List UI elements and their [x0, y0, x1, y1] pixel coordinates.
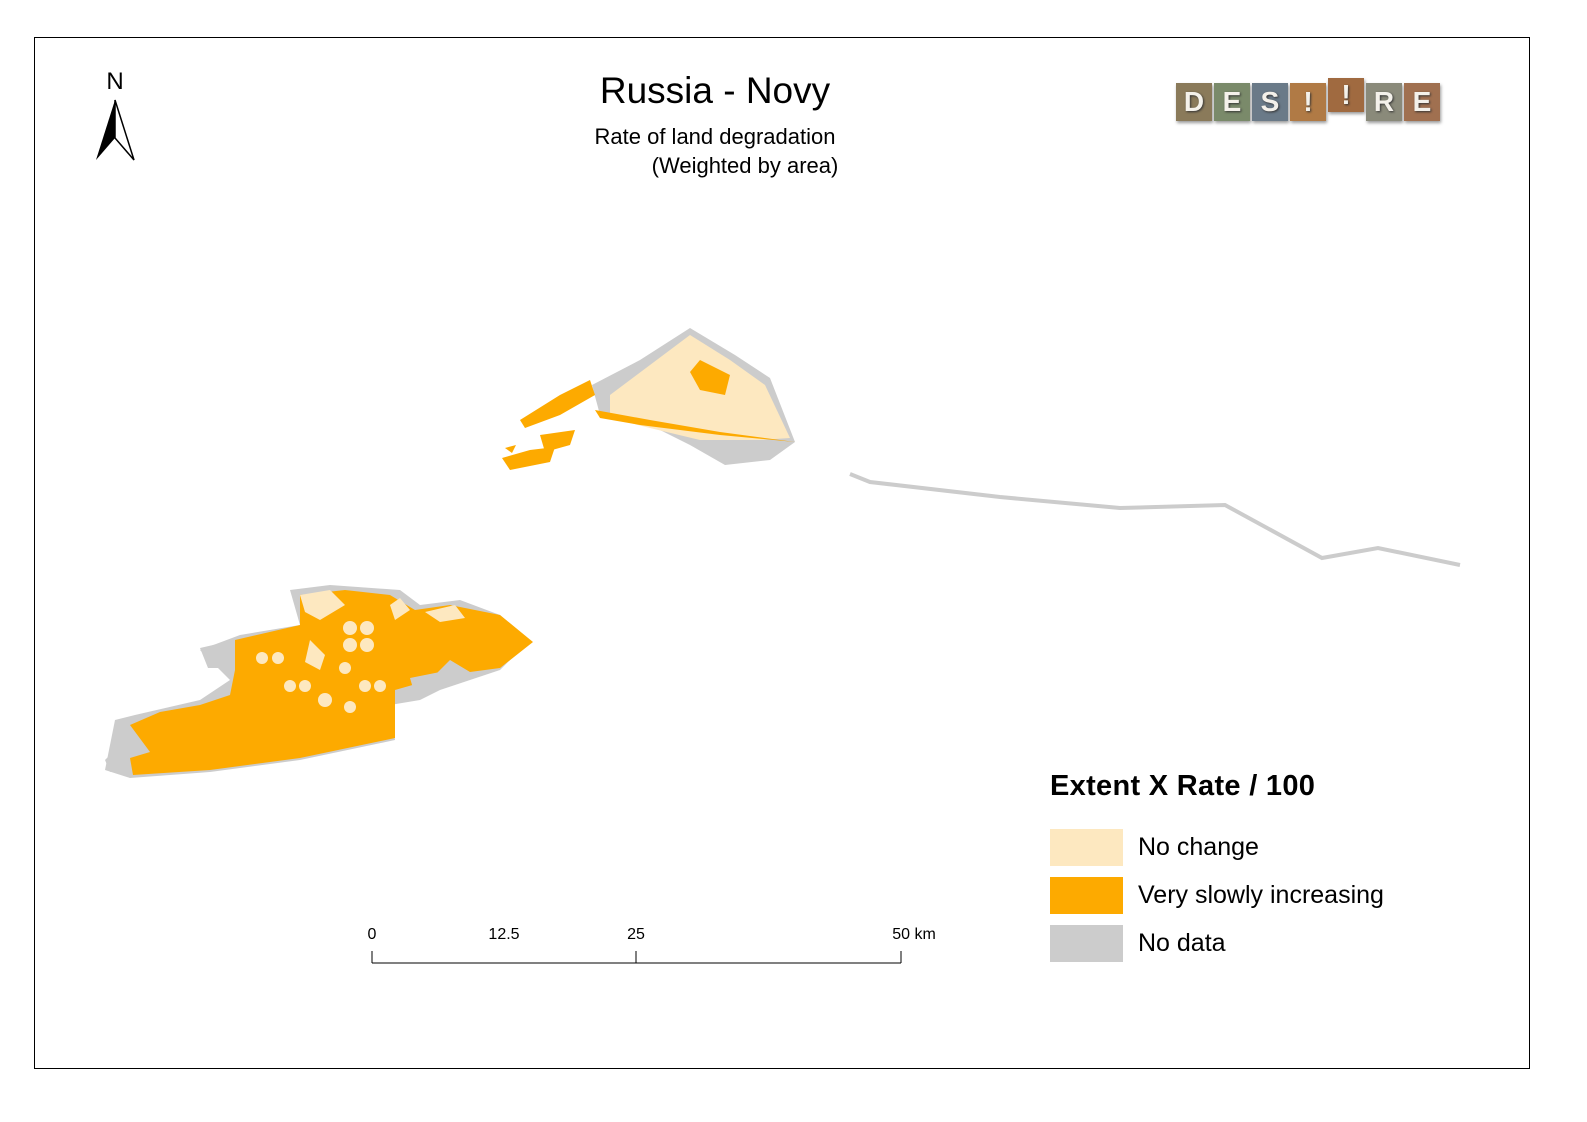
scale-bar-line [371, 951, 902, 964]
legend-label: No change [1138, 832, 1259, 861]
scale-tick-label: 12.5 [488, 926, 520, 943]
north-arrow-label: N [106, 68, 124, 95]
scale-tick-label: 50 km [892, 926, 936, 943]
region-no-change [425, 605, 465, 622]
legend-swatch [1050, 828, 1123, 866]
legend-label: No data [1138, 928, 1226, 957]
northern-area [502, 328, 795, 470]
scale-tick-label: 0 [367, 926, 377, 943]
region-very-slowly-increasing [690, 360, 730, 395]
logo-tile: E [1214, 83, 1250, 121]
logo-tile: ! [1328, 78, 1364, 112]
logo-tile: S [1252, 83, 1288, 121]
region-no-data [200, 640, 235, 668]
legend-title: Extent X Rate / 100 [1050, 770, 1316, 802]
southern-area [105, 585, 533, 778]
legend-item-no-data: No data [1050, 919, 1384, 967]
river-line [849, 472, 1461, 567]
legend-swatch [1050, 924, 1123, 962]
logo-tile: R [1366, 83, 1402, 121]
logo-tile: ! [1290, 83, 1326, 121]
map-subtitle: Rate of land degradation [594, 124, 836, 149]
region-no-change [300, 590, 345, 620]
north-arrow-icon [96, 99, 135, 161]
pivot-circles [256, 621, 386, 713]
legend-item-very-slowly-increasing: Very slowly increasing [1050, 871, 1384, 919]
desire-logo: D E S ! ! R E [1176, 78, 1440, 126]
map-subtitle-weighting: (Weighted by area) [651, 153, 839, 178]
region-no-change [390, 598, 410, 620]
scale-tick-label: 25 [627, 926, 645, 943]
region-very-slowly-increasing [130, 590, 533, 775]
scale-bar: 0 12.5 25 50 km [360, 920, 960, 980]
legend: Extent X Rate / 100 No change Very slowl… [1050, 770, 1384, 967]
region-no-data [105, 745, 128, 772]
region-very-slowly-increasing [540, 430, 575, 452]
north-arrow: N [92, 68, 142, 168]
region-very-slowly-increasing [502, 447, 555, 470]
region-no-data [410, 672, 440, 695]
region-no-change [305, 640, 325, 670]
map-frame [34, 37, 1530, 1069]
legend-label: Very slowly increasing [1138, 880, 1384, 909]
logo-tile: E [1404, 83, 1440, 121]
region-very-slowly-increasing [520, 380, 595, 428]
logo-tile: D [1176, 83, 1212, 121]
legend-swatch [1050, 876, 1123, 914]
region-very-slowly-increasing [505, 445, 516, 453]
map-title: Russia - Novy [599, 70, 831, 111]
legend-item-no-change: No change [1050, 823, 1384, 871]
